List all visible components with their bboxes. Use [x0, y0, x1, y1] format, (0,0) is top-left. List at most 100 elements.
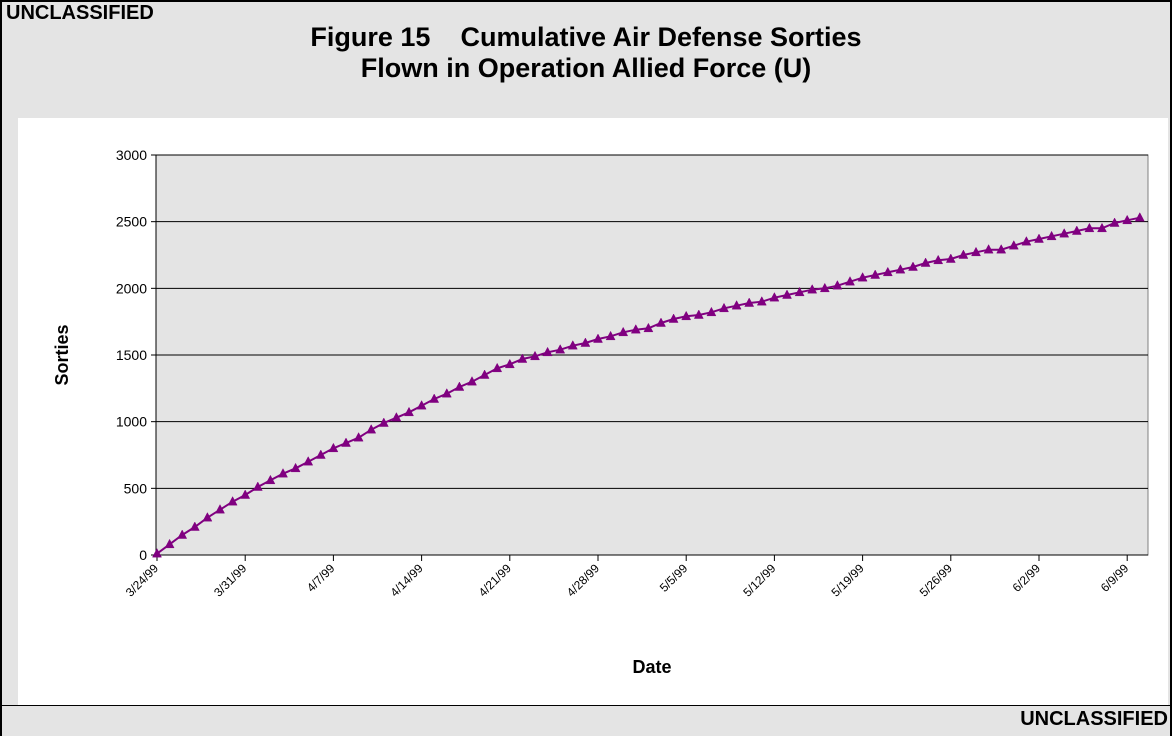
data-point-marker [240, 489, 251, 499]
data-point-marker [971, 246, 981, 257]
data-point-marker [164, 538, 175, 549]
x-tick-label: 4/21/99 [476, 561, 514, 599]
data-point-marker [504, 358, 515, 369]
data-point-marker [1046, 230, 1057, 241]
x-tick-label: 5/12/99 [740, 561, 778, 599]
data-point-marker [895, 264, 906, 274]
data-point-marker [807, 284, 818, 294]
data-point-marker [1134, 212, 1145, 222]
y-tick-label: 2000 [116, 280, 147, 296]
data-point-marker [542, 346, 553, 357]
data-point-marker [454, 381, 465, 391]
data-point-marker [769, 292, 780, 302]
data-point-marker [328, 442, 339, 453]
data-point-marker [593, 333, 603, 343]
x-tick-label: 4/7/99 [304, 561, 338, 595]
data-point-marker [391, 412, 402, 422]
y-tick-label: 1500 [116, 347, 147, 363]
series-markers [152, 212, 1145, 558]
data-point-marker [366, 424, 377, 434]
x-axis-label: Date [632, 657, 671, 677]
data-point-marker [668, 313, 679, 323]
data-point-marker [693, 309, 704, 319]
x-tick-label: 5/19/99 [829, 561, 867, 599]
data-point-marker [744, 297, 755, 307]
x-tick-label: 6/2/99 [1010, 561, 1044, 595]
data-point-marker [1084, 222, 1095, 233]
data-point-marker [492, 362, 503, 373]
data-point-marker [341, 437, 351, 447]
data-point-marker [429, 393, 440, 403]
y-tick-label: 3000 [116, 147, 147, 163]
gridlines [156, 154, 1148, 489]
data-point-marker [530, 350, 540, 361]
x-tick-label: 4/14/99 [388, 561, 426, 599]
data-point-marker [706, 306, 717, 317]
data-point-marker [756, 296, 767, 306]
data-point-marker [870, 269, 881, 279]
data-point-marker [567, 340, 578, 350]
y-tick-label: 0 [139, 547, 147, 563]
data-point-marker [618, 326, 629, 337]
x-tick-label: 4/28/99 [564, 561, 602, 599]
data-point-marker [580, 337, 591, 347]
data-point-marker [517, 353, 528, 363]
data-point-marker [227, 496, 238, 506]
data-point-marker [731, 300, 742, 310]
data-point-marker [933, 254, 944, 265]
data-point-marker [983, 244, 994, 254]
x-tick-label: 6/9/99 [1098, 561, 1132, 595]
chart-title: Figure 15 Cumulative Air Defense Sorties [310, 22, 862, 52]
data-point-marker [1021, 236, 1032, 246]
x-tick-label: 5/5/99 [657, 561, 691, 595]
x-tick-label: 3/24/99 [123, 561, 161, 599]
data-point-marker [404, 406, 414, 417]
y-tick-label: 500 [124, 480, 148, 496]
data-point-marker [378, 417, 389, 427]
data-point-marker [1071, 225, 1082, 235]
frame-right-border [1170, 0, 1172, 736]
data-point-marker [782, 289, 792, 299]
data-point-marker [605, 330, 616, 341]
data-point-marker [152, 548, 162, 558]
chart-title-block: Figure 15 Cumulative Air Defense Sorties… [0, 22, 1172, 84]
chart-subtitle: Flown in Operation Allied Force (U) [360, 53, 812, 83]
data-point-marker [202, 512, 213, 522]
y-tick-labels: 0 500 1000 1500 2000 2500 3000 [116, 147, 147, 563]
axes [151, 154, 1148, 561]
data-point-marker [882, 266, 893, 277]
data-point-marker [278, 468, 288, 478]
data-point-marker [845, 276, 855, 286]
data-point-marker [1097, 222, 1107, 233]
data-point-marker [290, 462, 301, 473]
data-point-marker [857, 272, 868, 282]
data-point-marker [681, 310, 692, 321]
data-point-marker [656, 317, 666, 327]
x-tick-label: 5/26/99 [917, 561, 955, 599]
data-point-marker [719, 302, 729, 313]
frame-bottom-border [0, 705, 1172, 706]
data-point-marker [1034, 233, 1044, 243]
y-tick-label: 1000 [116, 414, 147, 430]
data-point-marker [794, 286, 805, 297]
x-tick-labels: 3/24/99 3/31/99 4/7/99 4/14/99 4/21/99 4/28/9… [123, 561, 1132, 599]
data-point-marker [252, 481, 263, 491]
data-point-marker [945, 253, 956, 263]
classification-bottom: UNCLASSIFIED [1020, 708, 1168, 730]
data-point-marker [555, 344, 566, 354]
data-point-marker [819, 282, 830, 293]
bottom-strip [0, 706, 1170, 736]
x-tick-label: 3/31/99 [211, 561, 249, 599]
data-point-marker [416, 400, 427, 410]
data-point-marker [996, 244, 1007, 254]
data-point-marker [1122, 214, 1133, 225]
data-point-marker [832, 280, 843, 290]
data-point-marker [1008, 240, 1019, 250]
y-axis-label: Sorties [52, 324, 72, 385]
data-point-marker [315, 449, 326, 459]
data-point-marker [303, 456, 314, 466]
data-point-marker [630, 324, 641, 334]
data-point-marker [265, 474, 276, 485]
data-point-marker [1109, 217, 1120, 227]
